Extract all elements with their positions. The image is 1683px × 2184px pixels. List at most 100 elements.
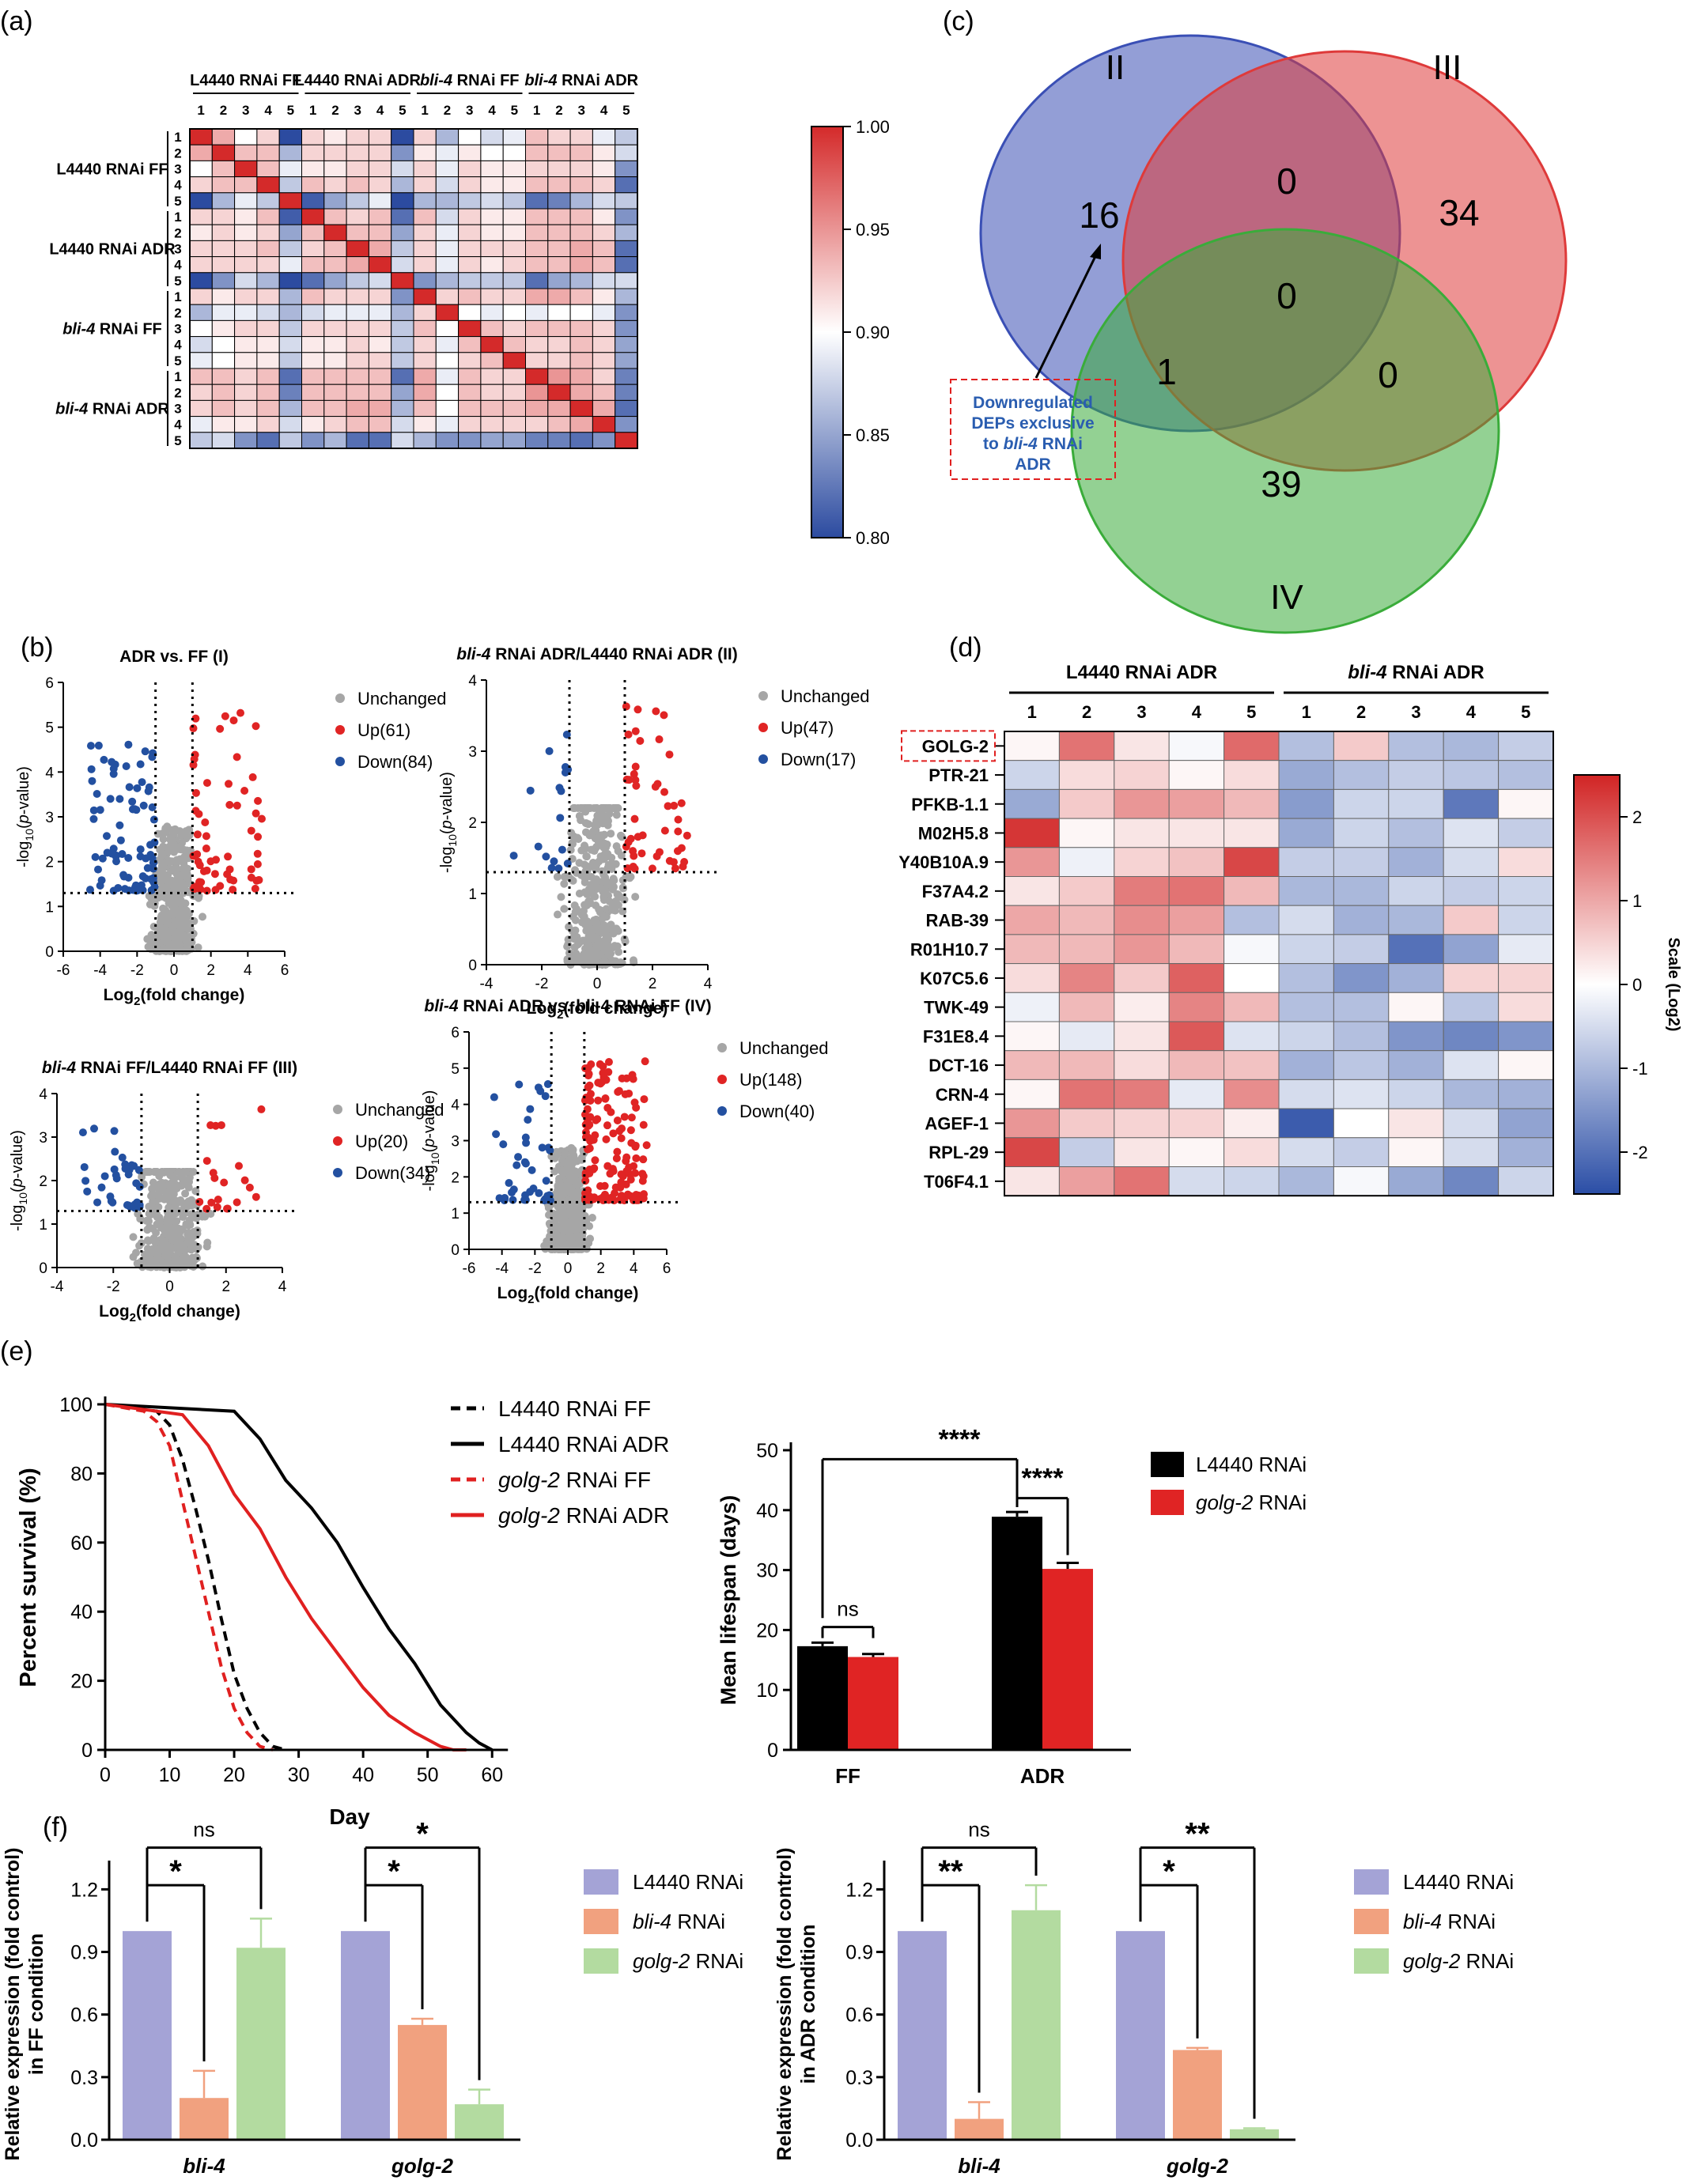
- point-up: [223, 1204, 232, 1213]
- point-unchanged: [162, 918, 171, 927]
- heatmap-cell: [368, 160, 392, 178]
- bar: [1042, 1569, 1093, 1750]
- panel-label-c: (c): [943, 6, 974, 36]
- heatmap-cell: [368, 416, 392, 433]
- point-up: [584, 1083, 592, 1092]
- sample-label-left: 4: [174, 338, 182, 353]
- heatmap-cell: [547, 432, 571, 449]
- heatmap-cell: [480, 432, 504, 449]
- sample-label-top: 5: [622, 103, 630, 118]
- heatmap-cell: [391, 192, 414, 210]
- heatmap-cell: [525, 399, 549, 418]
- heatmap-cell: [615, 416, 638, 433]
- heatmap-cell: [211, 256, 236, 274]
- point-unchanged: [170, 934, 179, 943]
- heatmap-cell: [502, 224, 527, 241]
- heatmap-cell: [569, 304, 593, 321]
- point-unchanged: [556, 1190, 565, 1199]
- point-up: [240, 787, 249, 795]
- heatmap-cell: [278, 144, 303, 161]
- y-tick-label: 4: [45, 765, 54, 781]
- heatmap-cell: [1333, 788, 1390, 819]
- y-tick-label: 1: [451, 1206, 460, 1222]
- heatmap-cell: [1278, 1108, 1334, 1139]
- point-unchanged: [596, 852, 605, 861]
- y-tick-label: 0.3: [70, 2067, 98, 2089]
- point-down: [143, 863, 152, 872]
- heatmap-cell: [502, 319, 527, 338]
- x-tick-label: 0: [100, 1764, 111, 1786]
- point-unchanged: [199, 1262, 207, 1271]
- point-unchanged: [550, 1167, 559, 1176]
- heatmap-cell: [346, 432, 369, 449]
- label-part: bli-4: [524, 72, 557, 89]
- y-axis-title: in FF condition: [25, 1933, 47, 2075]
- sample-label-left: 5: [174, 274, 181, 289]
- heatmap-cell: [391, 128, 414, 145]
- heatmap-cell: [234, 399, 258, 418]
- point-unchanged: [557, 1166, 565, 1175]
- point-up: [224, 852, 233, 861]
- heatmap-cell: [413, 384, 437, 401]
- point-unchanged: [163, 1253, 172, 1261]
- heatmap-cell: [1443, 992, 1500, 1022]
- heatmap-cell: [525, 432, 549, 449]
- point-down: [524, 1116, 532, 1124]
- heatmap-cell: [480, 288, 504, 305]
- heatmap-cell: [525, 336, 549, 353]
- point-unchanged: [181, 1189, 190, 1198]
- point-down: [83, 1187, 92, 1196]
- heatmap-cell: [569, 176, 593, 194]
- sample-label-left: 3: [174, 322, 181, 337]
- heatmap-cell: [592, 304, 616, 321]
- point-down: [106, 795, 115, 803]
- heatmap-cell: [435, 352, 460, 369]
- heatmap-cell: [592, 240, 616, 258]
- legend-swatch: [1354, 1909, 1389, 1934]
- heatmap-cell: [1058, 731, 1115, 761]
- point-down: [97, 1183, 106, 1192]
- gene-label: CRN-4: [936, 1085, 989, 1105]
- point-unchanged: [172, 1231, 181, 1240]
- sample-label: 5: [1521, 702, 1530, 722]
- heatmap-cell: [189, 144, 213, 161]
- heatmap-cell: [368, 144, 392, 161]
- point-unchanged: [561, 1183, 569, 1192]
- label-part: p: [15, 814, 32, 824]
- point-up: [247, 873, 255, 882]
- point-unchanged: [616, 831, 625, 840]
- point-down: [545, 746, 554, 755]
- heatmap-cell: [569, 319, 593, 338]
- point-up: [679, 862, 687, 871]
- point-down: [122, 761, 130, 770]
- heatmap-cell: [1223, 847, 1280, 878]
- heatmap-cell: [1114, 905, 1170, 935]
- point-up: [631, 727, 640, 735]
- point-up: [214, 1196, 222, 1204]
- venn-count: 0: [1276, 161, 1297, 202]
- panel-label-e: (e): [0, 1336, 33, 1366]
- gene-label: RPL-29: [928, 1143, 989, 1162]
- point-unchanged: [191, 1187, 200, 1196]
- heatmap-cell: [189, 432, 213, 449]
- heatmap-cell: [480, 192, 504, 210]
- heatmap-cell: [1004, 788, 1060, 819]
- x-tick-label: FF: [835, 1764, 860, 1788]
- heatmap-cell: [1333, 963, 1390, 993]
- heatmap-cell: [1004, 934, 1060, 965]
- heatmap-cell: [1168, 876, 1225, 906]
- label-part: -value): [421, 1090, 438, 1139]
- bar: [236, 1948, 286, 2140]
- heatmap-cell: [458, 128, 482, 145]
- point-unchanged: [592, 863, 600, 872]
- heatmap-cell: [278, 256, 303, 274]
- point-up: [601, 1094, 610, 1103]
- label-part: (: [9, 1187, 26, 1192]
- heatmap-cell: [278, 288, 303, 305]
- heatmap-cell: [1004, 992, 1060, 1022]
- heatmap-cell: [1443, 1021, 1500, 1052]
- x-tick-label: -4: [495, 1260, 509, 1277]
- sig-label: ****: [1022, 1464, 1065, 1494]
- point-unchanged: [181, 918, 190, 927]
- heatmap-cell: [1004, 1108, 1060, 1139]
